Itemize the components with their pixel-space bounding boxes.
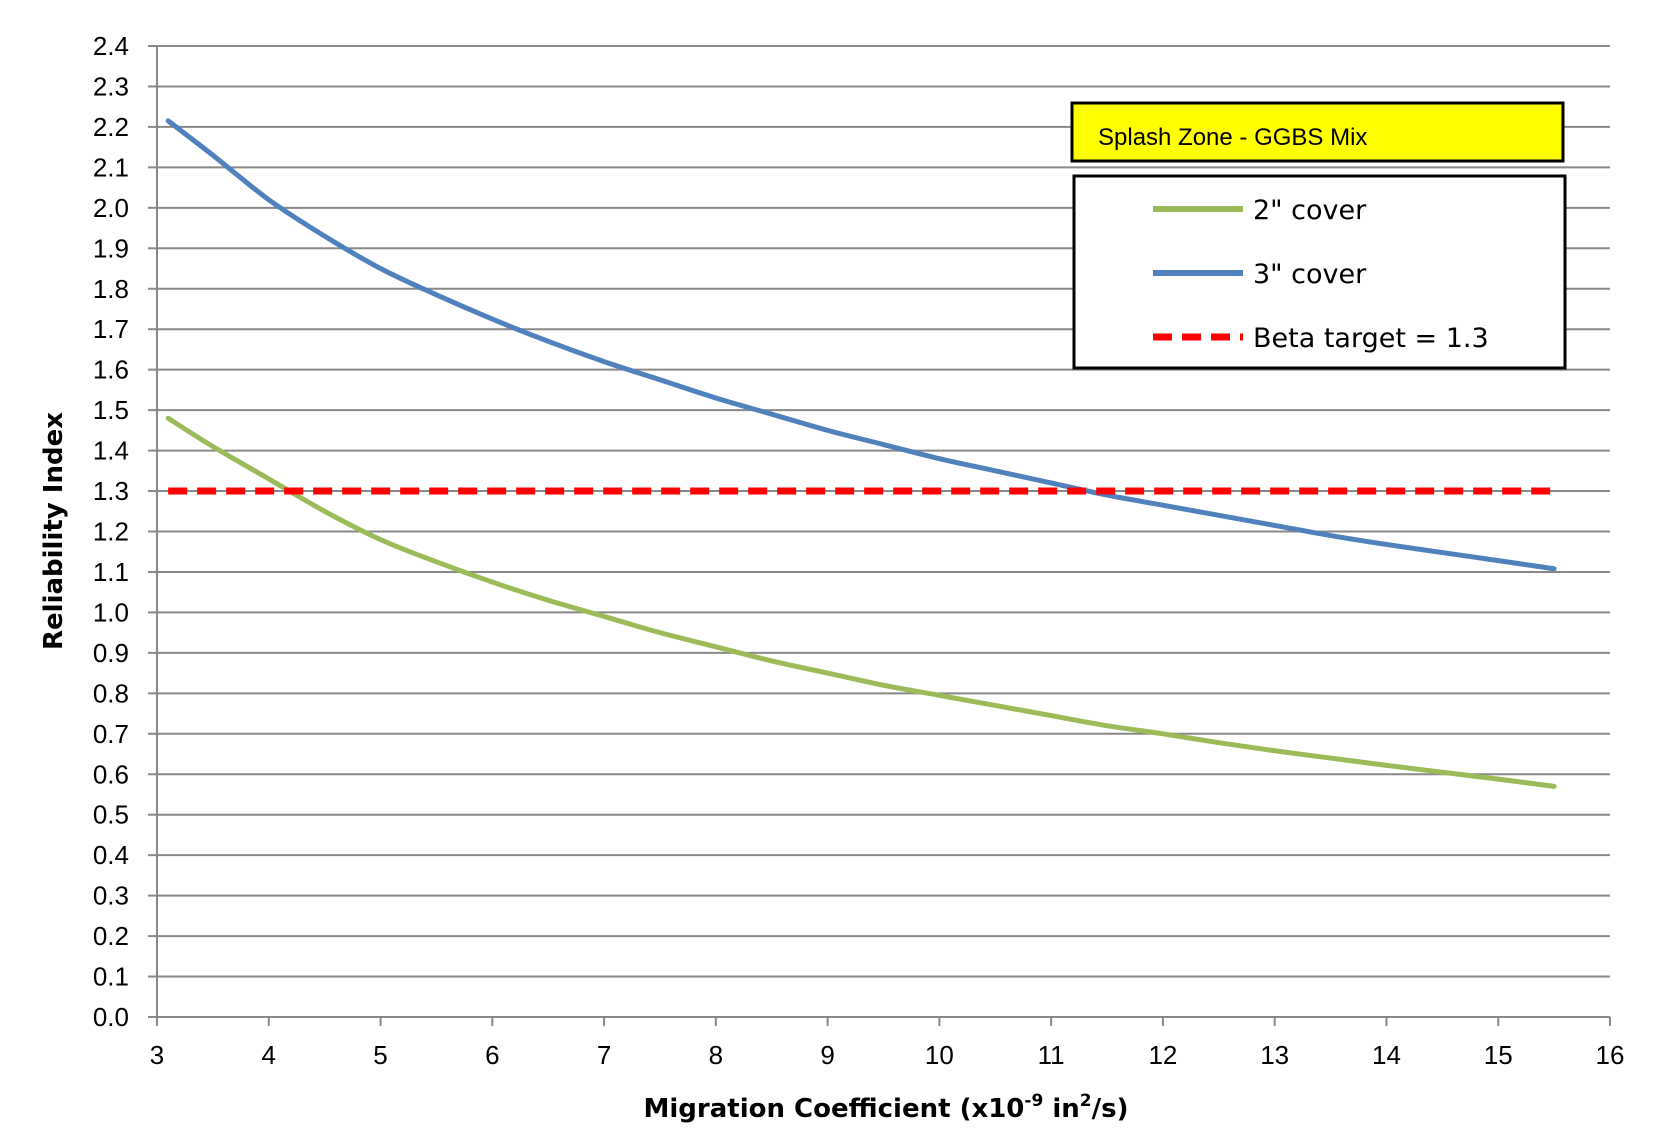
x-tick-label: 15: [1484, 1040, 1513, 1070]
y-axis-title: Reliability Index: [39, 412, 69, 650]
x-axis-title-exponent-2: 2: [1080, 1091, 1092, 1111]
y-tick-label: 0.5: [93, 800, 129, 830]
x-tick-label: 12: [1148, 1040, 1177, 1070]
chart-title: Splash Zone - GGBS Mix: [1098, 124, 1367, 151]
x-tick-label: 5: [373, 1040, 387, 1070]
y-tick-label: 1.3: [93, 476, 129, 506]
x-axis-title-prefix: Migration Coefficient (x10: [644, 1094, 1025, 1124]
y-tick-label: 1.1: [93, 557, 129, 587]
y-tick-label: 0.6: [93, 759, 129, 789]
legend-label-2: 3" cover: [1253, 259, 1367, 290]
y-tick-label: 2.1: [93, 152, 129, 182]
y-tick-label: 1.2: [93, 517, 129, 547]
y-tick-label: 1.9: [93, 233, 129, 263]
title-box-background: [1070, 101, 1565, 163]
x-tick-label: 14: [1372, 1040, 1401, 1070]
x-tick-label: 4: [262, 1040, 276, 1070]
y-tick-label: 2.3: [93, 71, 129, 101]
legend: 2" cover 3" cover Beta target = 1.3: [1072, 174, 1567, 370]
y-tick-label: 1.0: [93, 597, 129, 627]
y-tick-label: 0.9: [93, 638, 129, 668]
y-tick-label: 0.2: [93, 921, 129, 951]
y-tick-label: 1.4: [93, 436, 129, 466]
y-tick-label: 1.6: [93, 355, 129, 385]
y-tick-label: 1.5: [93, 395, 129, 425]
legend-label-1: 2" cover: [1253, 195, 1367, 226]
series-lines: [165, 118, 1557, 789]
series-line-1: [165, 415, 1557, 789]
y-tick-label: 1.8: [93, 274, 129, 304]
x-tick-label: 3: [150, 1040, 164, 1070]
x-axis-title: Migration Coefficient (x10-9 in2/s): [644, 1091, 1129, 1124]
y-tick-label: 0.8: [93, 678, 129, 708]
series-line-2: [165, 118, 1557, 572]
x-tick-labels: 3 4 5 6 7 8 9 10 11 12 13 14 15 16: [150, 1040, 1625, 1070]
x-tick-label: 9: [820, 1040, 834, 1070]
x-tick-label: 16: [1596, 1040, 1625, 1070]
y-tick-label: 1.7: [93, 314, 129, 344]
x-axis-title-suffix: /s): [1092, 1094, 1129, 1124]
axes: [156, 46, 1610, 1018]
x-axis-title-exponent: -9: [1024, 1091, 1043, 1111]
y-tick-label: 0.7: [93, 719, 129, 749]
y-tick-label: 2.4: [93, 31, 129, 61]
y-tick-label: 0.0: [93, 1002, 129, 1032]
x-axis-title-middle: in: [1043, 1094, 1079, 1124]
y-tick-label: 2.0: [93, 193, 129, 223]
x-tick-label: 11: [1038, 1040, 1065, 1070]
y-tick-label: 0.1: [93, 962, 129, 992]
x-tick-label: 13: [1260, 1040, 1289, 1070]
x-tick-label: 10: [925, 1040, 954, 1070]
y-tick-label: 0.3: [93, 881, 129, 911]
x-tick-label: 7: [597, 1040, 611, 1070]
x-tick-label: 6: [485, 1040, 499, 1070]
y-tick-labels: 0.0 0.1 0.2 0.3 0.4 0.5 0.6 0.7 0.8 0.9 1.0 1.1 1.2 1…: [93, 31, 129, 1032]
title-box: Splash Zone - GGBS Mix: [1070, 101, 1565, 163]
y-tick-label: 0.4: [93, 840, 129, 870]
y-tick-label: 2.2: [93, 112, 129, 142]
x-tick-label: 8: [709, 1040, 723, 1070]
legend-label-3: Beta target = 1.3: [1253, 323, 1489, 354]
